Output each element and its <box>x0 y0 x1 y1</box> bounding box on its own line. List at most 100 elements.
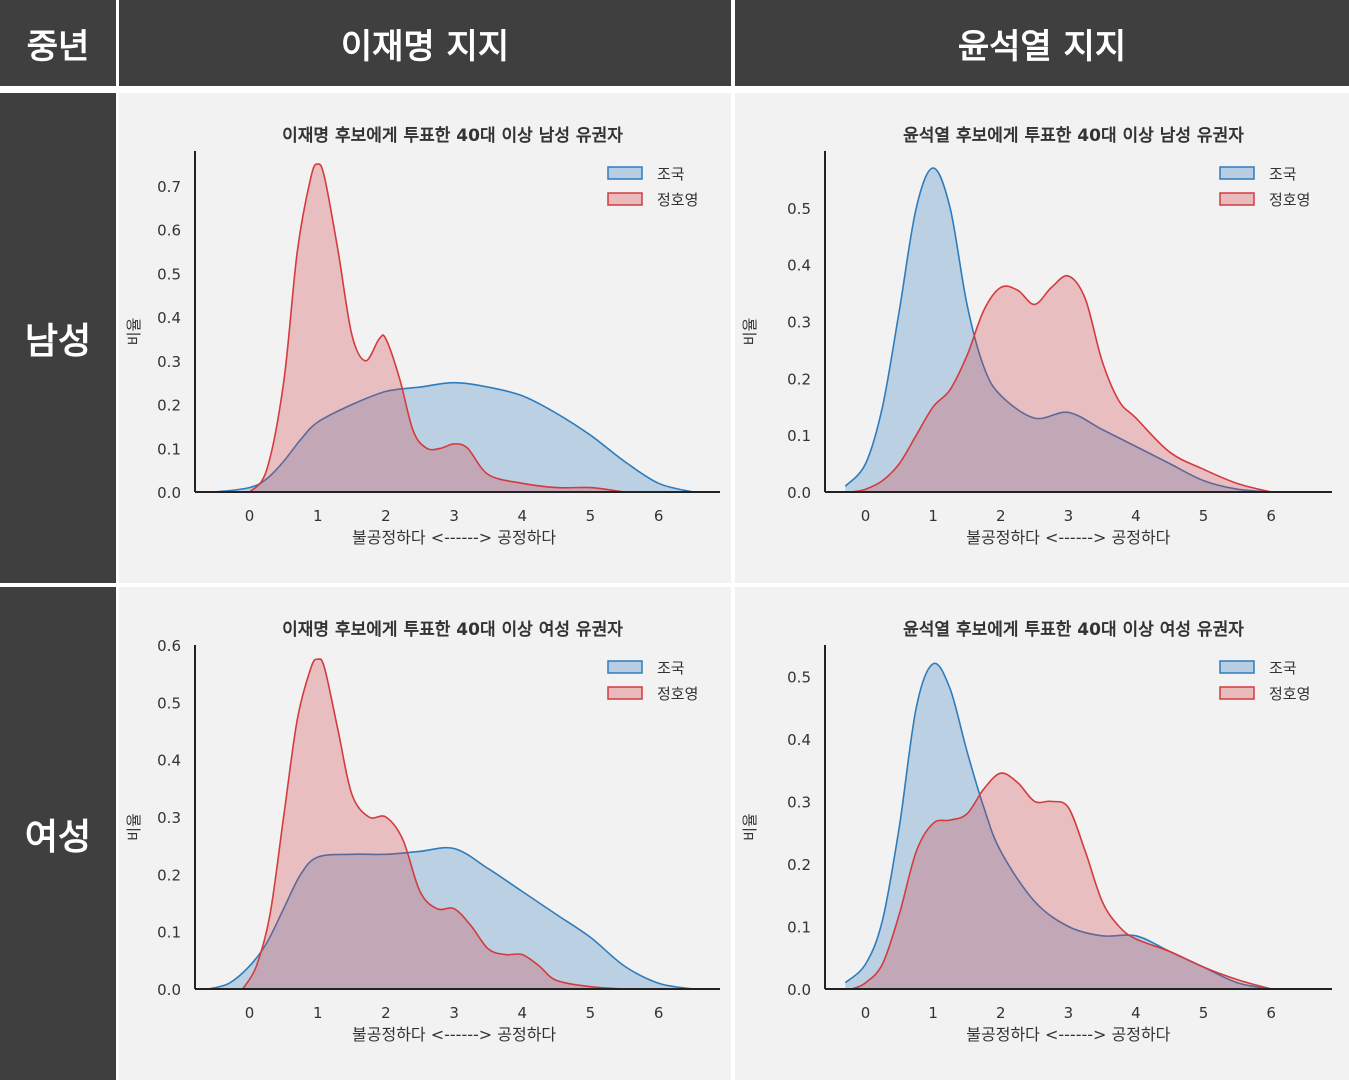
y-tick-label: 0.1 <box>157 440 181 458</box>
row-header-male-label: 남성 <box>24 321 92 362</box>
series-line-jeong <box>851 274 1272 493</box>
x-tick-label: 6 <box>654 507 664 525</box>
x-tick-label: 4 <box>1131 507 1141 525</box>
x-tick-label: 5 <box>1199 1004 1209 1022</box>
chart-title: 이재명 후보에게 투표한 40대 이상 여성 유권자 <box>282 619 623 640</box>
x-tick-label: 6 <box>1266 1004 1276 1022</box>
y-tick-label: 0.2 <box>787 856 811 874</box>
x-tick-label: 1 <box>313 1004 323 1022</box>
x-tick-label: 4 <box>1131 1004 1141 1022</box>
legend-label-jo: 조국 <box>657 659 685 677</box>
density-chart-lee-female: 이재명 후보에게 투표한 40대 이상 여성 유권자 0 1 2 3 4 5 6 0.0 0.1 0… <box>125 619 720 1044</box>
x-tick-label: 0 <box>245 1004 255 1022</box>
legend-swatch-jo <box>607 166 643 180</box>
chart-panel-lee-male: 이재명 후보에게 투표한 40대 이상 남성 유권자 0 1 2 3 4 5 6 0.0 0.1 0… <box>119 93 731 583</box>
y-tick-label: 0.2 <box>157 397 181 415</box>
y-tick-label: 0.4 <box>787 257 811 275</box>
x-tick-label: 1 <box>928 1004 938 1022</box>
x-tick-label: 3 <box>449 1004 459 1022</box>
y-axis-label: 비율 <box>125 813 143 841</box>
x-tick-label: 4 <box>517 507 527 525</box>
y-tick-label: 0.0 <box>157 981 181 999</box>
y-tick-label: 0.5 <box>157 694 181 712</box>
series-area-jo <box>845 168 1272 492</box>
chart-panel-yoon-female: 윤석열 후보에게 투표한 40대 이상 여성 유권자 0 1 2 3 4 5 6 0.0 0.1 0… <box>735 587 1349 1080</box>
legend-label-jeong: 정호영 <box>1269 191 1310 209</box>
row-header-female-label: 여성 <box>24 816 92 858</box>
row-header-female: 여성 <box>0 587 116 1080</box>
x-tick-label: 3 <box>1064 507 1074 525</box>
y-tick-label: 0.3 <box>787 793 811 811</box>
chart-title: 윤석열 후보에게 투표한 40대 이상 여성 유권자 <box>903 619 1244 640</box>
chart-panel-yoon-male: 윤석열 후보에게 투표한 40대 이상 남성 유권자 0 1 2 3 4 5 6 0.0 0.1 0… <box>735 93 1349 583</box>
y-tick-label: 0.0 <box>787 981 811 999</box>
corner-header: 중년 <box>0 0 116 86</box>
legend-swatch-jo <box>1219 166 1255 180</box>
column-header-lee-label: 이재명 지지 <box>340 26 510 67</box>
density-chart-lee-male: 이재명 후보에게 투표한 40대 이상 남성 유권자 0 1 2 3 4 5 6 0.0 0.1 0… <box>125 125 720 547</box>
y-axis-label: 비율 <box>741 813 759 841</box>
series-line-jeong <box>248 163 625 493</box>
series-area-jo <box>845 663 1272 989</box>
series-line-jo <box>208 846 693 990</box>
legend-swatch-jeong <box>607 192 643 206</box>
y-tick-label: 0.1 <box>787 918 811 936</box>
legend-label-jeong: 정호영 <box>657 191 698 209</box>
series-area-jo <box>208 847 693 989</box>
x-tick-label: 0 <box>861 1004 871 1022</box>
x-tick-label: 2 <box>381 1004 391 1022</box>
row-header-male: 남성 <box>0 93 116 583</box>
legend-swatch-jeong <box>1219 192 1255 206</box>
column-header-lee: 이재명 지지 <box>119 0 731 86</box>
y-axis-label: 비율 <box>741 318 759 346</box>
x-axis-label: 불공정하다 <------> 공정하다 <box>352 528 556 547</box>
legend-label-jo: 조국 <box>1269 165 1297 183</box>
series-line-jeong <box>851 772 1272 990</box>
x-tick-label: 5 <box>586 507 596 525</box>
y-tick-label: 0.4 <box>787 731 811 749</box>
y-tick-label: 0.4 <box>157 752 181 770</box>
series-area-jeong <box>852 773 1272 989</box>
density-chart-yoon-male: 윤석열 후보에게 투표한 40대 이상 남성 유권자 0 1 2 3 4 5 6 0.0 0.1 0… <box>741 125 1332 547</box>
x-tick-label: 0 <box>245 507 255 525</box>
x-tick-label: 4 <box>517 1004 527 1022</box>
y-tick-label: 0.2 <box>157 866 181 884</box>
x-tick-label: 1 <box>928 507 938 525</box>
chart-title: 윤석열 후보에게 투표한 40대 이상 남성 유권자 <box>903 125 1244 146</box>
x-tick-label: 6 <box>654 1004 664 1022</box>
series-area-jo <box>215 382 693 492</box>
legend-label-jo: 조국 <box>657 165 685 183</box>
y-tick-label: 0.5 <box>157 265 181 283</box>
y-tick-label: 0.1 <box>787 427 811 445</box>
chart-title: 이재명 후보에게 투표한 40대 이상 남성 유권자 <box>282 125 623 146</box>
legend-label-jeong: 정호영 <box>657 685 698 703</box>
legend-label-jeong: 정호영 <box>1269 685 1310 703</box>
column-header-yoon: 윤석열 지지 <box>735 0 1349 86</box>
y-tick-label: 0.3 <box>157 353 181 371</box>
chart-panel-lee-female: 이재명 후보에게 투표한 40대 이상 여성 유권자 0 1 2 3 4 5 6 0.0 0.1 0… <box>119 587 731 1080</box>
density-chart-yoon-female: 윤석열 후보에게 투표한 40대 이상 여성 유권자 0 1 2 3 4 5 6 0.0 0.1 0… <box>741 619 1332 1044</box>
legend-label-jo: 조국 <box>1269 659 1297 677</box>
series-area-jeong <box>852 275 1272 492</box>
y-tick-label: 0.0 <box>157 484 181 502</box>
legend-swatch-jo <box>607 660 643 674</box>
x-axis-label: 불공정하다 <------> 공정하다 <box>966 528 1170 547</box>
series-line-jeong <box>242 658 625 990</box>
legend-swatch-jeong <box>607 686 643 700</box>
y-tick-label: 0.6 <box>157 637 181 655</box>
x-tick-label: 2 <box>996 1004 1006 1022</box>
series-line-jo <box>215 381 693 493</box>
legend-swatch-jeong <box>1219 686 1255 700</box>
x-axis-label: 불공정하다 <------> 공정하다 <box>966 1025 1170 1044</box>
y-tick-label: 0.3 <box>157 809 181 827</box>
series-area-jeong <box>249 164 625 492</box>
x-tick-label: 0 <box>861 507 871 525</box>
x-tick-label: 6 <box>1266 507 1276 525</box>
x-tick-label: 5 <box>1199 507 1209 525</box>
legend-swatch-jo <box>1219 660 1255 674</box>
y-axis-label: 비율 <box>125 318 143 346</box>
x-tick-label: 2 <box>996 507 1006 525</box>
x-axis-label: 불공정하다 <------> 공정하다 <box>352 1025 556 1044</box>
y-tick-label: 0.7 <box>157 178 181 196</box>
series-line-jo <box>844 167 1272 493</box>
